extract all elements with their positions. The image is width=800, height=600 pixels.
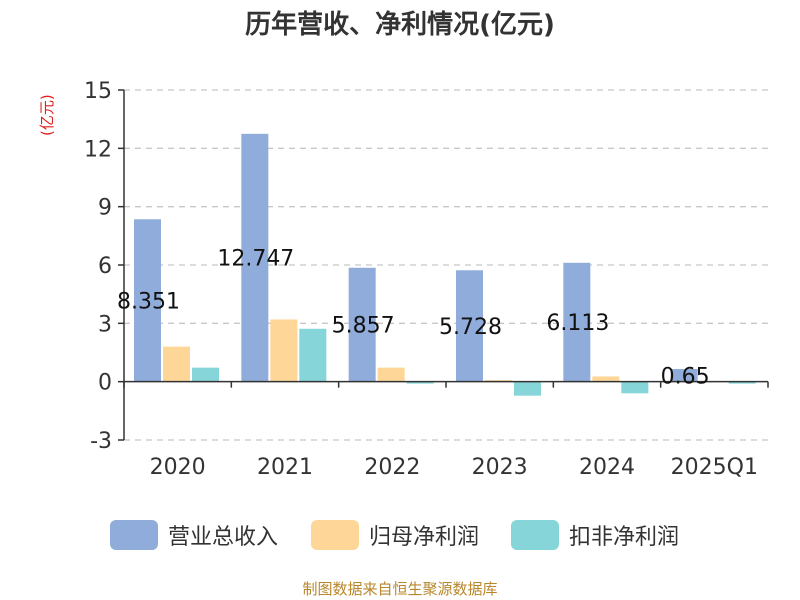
x-tick-label: 2025Q1: [671, 455, 758, 480]
bars: [134, 133, 756, 396]
data-label: 0.65: [661, 364, 710, 389]
legend-label: 营业总收入: [168, 525, 279, 550]
y-tick-label: 15: [84, 79, 112, 104]
bar-2: [377, 367, 405, 382]
y-tick-label: 3: [98, 312, 112, 337]
bar-3: [299, 328, 327, 382]
legend: 营业总收入 归母净利润 扣非净利润: [0, 519, 800, 553]
legend-label: 归母净利润: [369, 525, 480, 550]
bar-3: [728, 381, 756, 384]
bar-1: [563, 262, 591, 382]
x-tick-label: 2023: [472, 455, 528, 480]
legend-swatch: [511, 520, 559, 550]
axes: [118, 89, 769, 441]
bar-1: [456, 270, 483, 382]
bar-2: [163, 346, 190, 382]
legend-swatch: [311, 520, 359, 550]
bar-1: [348, 267, 376, 382]
bar-3: [406, 381, 434, 384]
bar-2: [485, 380, 512, 382]
bar-1: [241, 133, 269, 382]
x-tick-labels: 2020 2021 2022 2023 2024 2025Q1: [150, 455, 758, 480]
y-tick-label: -3: [90, 429, 112, 454]
chart-title: 历年营收、净利情况(亿元): [245, 10, 555, 40]
bar-1: [134, 219, 161, 382]
data-label: 5.728: [439, 315, 502, 340]
bar-3: [514, 381, 541, 396]
y-tick-label: 6: [98, 254, 112, 279]
bar-1: [670, 369, 698, 382]
y-tick-labels: -3 0 3 6 9 12 15: [84, 79, 112, 454]
legend-label: 扣非净利润: [569, 525, 680, 550]
y-tick-label: 0: [98, 371, 112, 396]
y-tick-label: 12: [84, 137, 112, 162]
data-labels: 8.351 12.747 5.857 5.728 6.113 0.65: [117, 247, 710, 390]
legend-item[interactable]: 扣非净利润: [511, 519, 679, 551]
bar-3: [192, 367, 219, 382]
bar-3: [621, 381, 649, 394]
x-tick-label: 2021: [257, 455, 313, 480]
source-note: 制图数据来自恒生聚源数据库: [302, 580, 498, 598]
legend-swatch: [110, 520, 158, 550]
legend-item[interactable]: 营业总收入: [110, 519, 278, 551]
data-label: 8.351: [117, 289, 180, 314]
data-label: 5.857: [332, 314, 395, 339]
y-tick-label: 9: [98, 196, 112, 221]
data-label: 6.113: [546, 311, 609, 336]
x-tick-label: 2020: [150, 455, 206, 480]
data-label: 12.747: [217, 247, 294, 272]
bar-2: [270, 319, 298, 382]
x-tick-label: 2022: [364, 455, 420, 480]
bar-2: [592, 376, 620, 382]
x-tick-label: 2024: [579, 455, 635, 480]
legend-item[interactable]: 归母净利润: [311, 519, 479, 551]
gridlines: [124, 89, 768, 441]
